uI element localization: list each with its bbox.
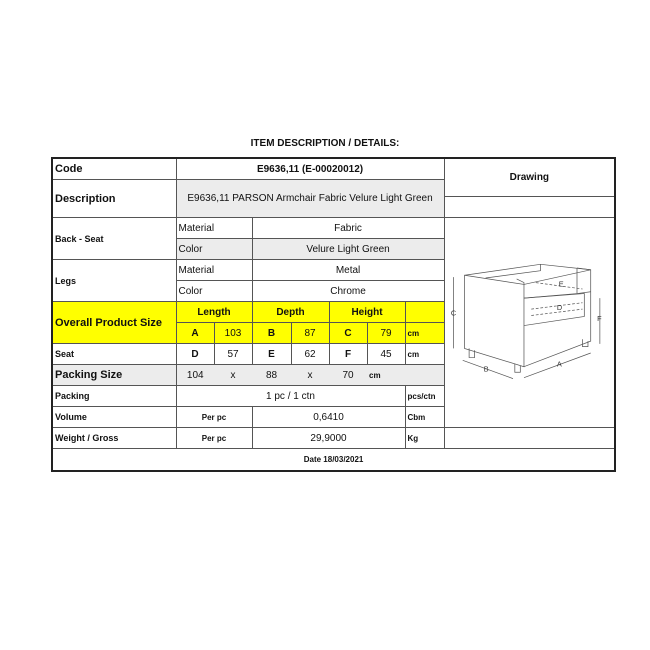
date: Date 18/03/2021 [51,448,616,472]
svg-text:E: E [559,279,564,288]
back-seat-material: Fabric [251,217,445,239]
drawing-label: Drawing [445,159,615,197]
dim-d-letter: D [175,343,215,365]
svg-text:C: C [451,309,456,318]
dim-c-letter: C [328,322,368,344]
height-label: Height [328,301,406,323]
weight-label: Weight / Gross [51,427,177,449]
length-label: Length [175,301,253,323]
volume-value: 0,6410 [251,406,406,428]
description-row: Description E9636,11 PARSON Armchair Fab… [51,179,615,218]
armchair-drawing: C E D F B A [443,217,616,428]
svg-text:F: F [597,314,602,323]
armchair-dimension-icon: C E D F B A [451,263,602,379]
page-title: ITEM DESCRIPTION / DETAILS: [250,138,400,149]
volume-unit: Cbm [404,406,445,428]
volume-label: Volume [51,406,177,428]
seat-label: Seat [51,343,177,365]
weight-value: 29,9000 [251,427,406,449]
weight-unit: Kg [404,427,445,449]
packing-label: Packing [51,385,177,407]
packing-size-label: Packing Size [51,364,177,386]
legs-color: Chrome [251,280,445,302]
overall-unit-blank [404,301,445,323]
packing-unit: cm [367,364,405,386]
overall-size-label: Overall Product Size [51,301,177,344]
date-row: Date 18/03/2021 [51,448,616,472]
dim-e-letter: E [251,343,292,365]
overall-unit: cm [404,322,445,344]
dim-a-value: 103 [213,322,253,344]
description-value: E9636,11 PARSON Armchair Fabric Velure L… [175,179,445,218]
dim-f-value: 45 [366,343,406,365]
code-label: Code [51,157,177,180]
packing-unit-label: pcs/ctn [404,385,445,407]
dim-f-letter: F [328,343,368,365]
packing-x1: x [214,364,252,386]
dim-c-value: 79 [366,322,406,344]
packing-row: Packing 1 pc / 1 ctn pcs/ctn [51,385,615,407]
weight-row: Weight / Gross Per pc 29,9000 Kg [51,427,615,449]
back-seat-label: Back - Seat [51,217,177,260]
code-row: Code E9636,11 (E-00020012) Drawing [51,157,616,218]
legs-color-label: Color [175,280,253,302]
back-seat-material-label: Material [175,217,253,239]
seat-row: Seat D 57 E 62 F 45 cm [51,343,615,365]
legs-label: Legs [51,259,177,302]
dim-b-value: 87 [290,322,330,344]
dim-a-letter: A [175,322,215,344]
drawing-header: Drawing [443,157,616,218]
description-label: Description [51,179,177,218]
seat-unit: cm [404,343,445,365]
weight-per: Per pc [175,427,253,449]
packing-length: 104 [176,364,214,386]
back-seat-color: Velure Light Green [251,238,445,260]
svg-text:B: B [484,364,489,373]
dim-d-value: 57 [213,343,253,365]
dim-b-letter: B [251,322,292,344]
dim-e-value: 62 [290,343,330,365]
spec-table: Code E9636,11 (E-00020012) Drawing Descr… [51,157,617,472]
depth-label: Depth [251,301,330,323]
legs-color-row: Color Chrome [52,280,615,302]
packing-x2: x [291,364,329,386]
code-value: E9636,11 (E-00020012) [175,157,445,180]
legs-material: Metal [251,259,445,281]
packing-width: 88 [252,364,291,386]
packing-blank [405,364,445,386]
svg-text:A: A [557,360,562,369]
legs-material-label: Material [175,259,253,281]
back-seat-material-row: Back - Seat Material Fabric C E D F [51,217,616,428]
packing-height: 70 [329,364,367,386]
back-seat-color-label: Color [175,238,253,260]
volume-per: Per pc [175,406,253,428]
svg-text:D: D [557,303,562,312]
back-seat-color-row: Color Velure Light Green [52,238,615,260]
packing-value: 1 pc / 1 ctn [175,385,406,407]
